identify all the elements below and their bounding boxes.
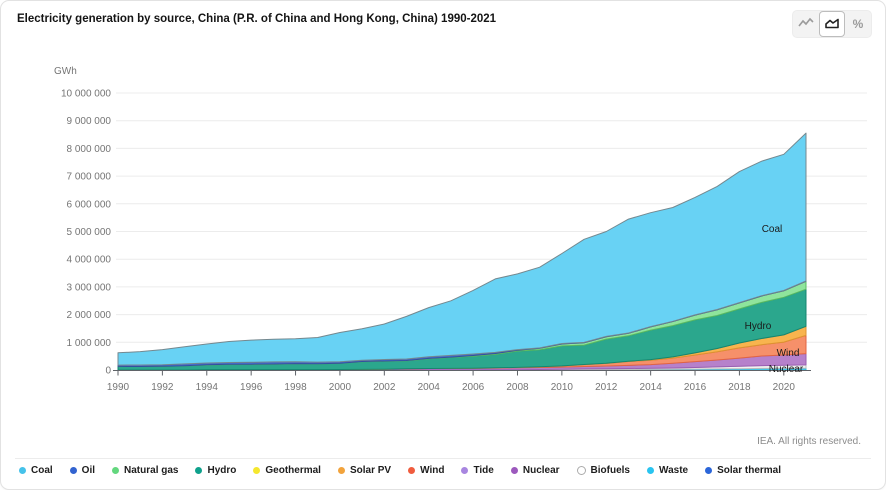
legend-item-natural-gas[interactable]: Natural gas (112, 465, 178, 476)
x-tick-label: 2016 (684, 382, 707, 393)
stacked-area-chart[interactable]: 1990 1992 1994 1996 1998 2000 2002 2004 2006 2008… (1, 1, 886, 456)
y-tick-label: 4 000 000 (67, 255, 112, 266)
legend-item-hydro[interactable]: Hydro (195, 465, 236, 476)
x-tick-label: 2004 (418, 382, 441, 393)
line-chart-toggle[interactable] (793, 11, 819, 37)
legend-item-solar-thermal[interactable]: Solar thermal (705, 465, 781, 476)
area-chart-toggle[interactable] (819, 11, 845, 37)
x-tick-label: 1996 (240, 382, 263, 393)
legend-label-wind: Wind (420, 465, 445, 476)
legend-divider (15, 458, 871, 459)
area-label-coal: Coal (762, 224, 783, 235)
area-chart-icon (824, 16, 840, 33)
legend-item-biofuels[interactable]: Biofuels (576, 465, 630, 476)
legend-label-biofuels: Biofuels (590, 465, 630, 476)
x-tick-label: 2018 (728, 382, 751, 393)
legend-item-nuclear[interactable]: Nuclear (510, 465, 560, 476)
legend-item-oil[interactable]: Oil (69, 465, 96, 476)
percent-toggle[interactable]: % (845, 11, 871, 37)
legend-label-natural-gas: Natural gas (124, 465, 179, 476)
chart-type-toggle: % (792, 10, 872, 38)
x-tick-label: 2006 (462, 382, 485, 393)
area-label-nuclear: Nuclear (769, 364, 804, 375)
y-tick-label: 7 000 000 (67, 172, 112, 183)
legend-label-hydro: Hydro (207, 465, 237, 476)
legend-item-geothermal[interactable]: Geothermal (253, 465, 321, 476)
legend-label-coal: Coal (31, 465, 53, 476)
y-tick-label: 2 000 000 (67, 310, 112, 321)
percent-icon: % (852, 17, 864, 31)
legend-item-solar-pv[interactable]: Solar PV (337, 465, 392, 476)
y-axis-unit-label: GWh (54, 66, 77, 77)
y-tick-label: 6 000 000 (67, 199, 112, 210)
x-tick-label: 2010 (551, 382, 574, 393)
area-band-coal[interactable] (117, 132, 807, 366)
legend-label-tide: Tide (473, 465, 494, 476)
legend-label-solar-pv: Solar PV (349, 465, 392, 476)
legend-label-solar-thermal: Solar thermal (717, 465, 782, 476)
solar-thermal-legend-dot (705, 467, 713, 474)
x-tick-label: 2008 (506, 382, 529, 393)
oil-legend-dot (69, 467, 77, 474)
legend-item-waste[interactable]: Waste (647, 465, 688, 476)
waste-legend-dot (647, 467, 654, 474)
hydro-legend-dot (195, 467, 203, 474)
x-tick-label: 2020 (773, 382, 796, 393)
wind-legend-dot (408, 467, 416, 474)
legend-label-oil: Oil (81, 465, 96, 476)
legend: Coal Oil Natural gas Hydro Geothermal Solar P… (19, 465, 875, 476)
y-tick-label: 1 000 000 (67, 338, 112, 349)
legend-item-wind[interactable]: Wind (408, 465, 444, 476)
biofuels-legend-dot (576, 466, 586, 475)
y-tick-label: 0 (105, 366, 111, 377)
y-tick-label: 10 000 000 (61, 89, 111, 100)
line-chart-icon (798, 16, 814, 33)
legend-label-nuclear: Nuclear (522, 465, 560, 476)
x-tick-label: 2014 (640, 382, 663, 393)
chart-title: Electricity generation by source, China … (17, 13, 497, 25)
y-tick-label: 5 000 000 (67, 227, 112, 238)
copyright-text: IEA. All rights reserved. (757, 436, 861, 447)
x-tick-label: 1992 (151, 382, 174, 393)
x-tick-label: 1990 (107, 382, 130, 393)
x-tick-label: 1998 (284, 382, 307, 393)
y-tick-label: 8 000 000 (67, 144, 112, 155)
legend-item-tide[interactable]: Tide (461, 465, 494, 476)
tide-legend-dot (461, 467, 469, 474)
geothermal-legend-dot (253, 467, 261, 474)
y-tick-label: 9 000 000 (67, 116, 112, 127)
legend-item-coal[interactable]: Coal (19, 465, 53, 476)
x-tick-label: 2000 (329, 382, 352, 393)
legend-label-geothermal: Geothermal (265, 465, 321, 476)
area-label-wind: Wind (777, 348, 800, 359)
legend-label-waste: Waste (659, 465, 689, 476)
area-label-hydro: Hydro (745, 321, 772, 332)
solar-pv-legend-dot (337, 467, 345, 474)
nuclear-legend-dot (510, 467, 518, 474)
coal-legend-dot (19, 467, 26, 474)
natural-gas-legend-dot (112, 467, 120, 474)
x-tick-label: 1994 (196, 382, 219, 393)
y-tick-label: 3 000 000 (67, 282, 112, 293)
x-tick-label: 2012 (595, 382, 618, 393)
x-tick-label: 2002 (373, 382, 396, 393)
